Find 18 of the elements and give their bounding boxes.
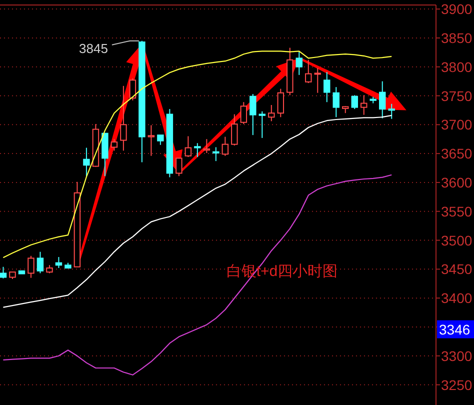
- y-tick-label: 3250: [441, 376, 472, 393]
- y-tick-label: 3300: [441, 348, 472, 364]
- y-tick-label: 3850: [441, 30, 472, 46]
- line-series: [2, 114, 392, 308]
- y-tick-label: 3400: [441, 290, 472, 306]
- y-tick-label: 3500: [441, 232, 472, 248]
- annotation: 3845: [79, 40, 108, 56]
- y-tick-label: 3650: [441, 146, 472, 162]
- y-tick-label: 3800: [441, 58, 472, 75]
- y-tick-label: 3550: [441, 203, 472, 220]
- y-tick-label: 3750: [441, 88, 472, 104]
- y-tick-label: 3900: [441, 1, 472, 18]
- text: 3346: [439, 321, 470, 338]
- y-tick-label: 3450: [441, 261, 472, 278]
- text: 白银t+d四小时图: [226, 263, 338, 280]
- y-tick-label: 3600: [441, 174, 472, 190]
- y-tick-label: 3700: [441, 116, 472, 133]
- line-series: [2, 174, 392, 376]
